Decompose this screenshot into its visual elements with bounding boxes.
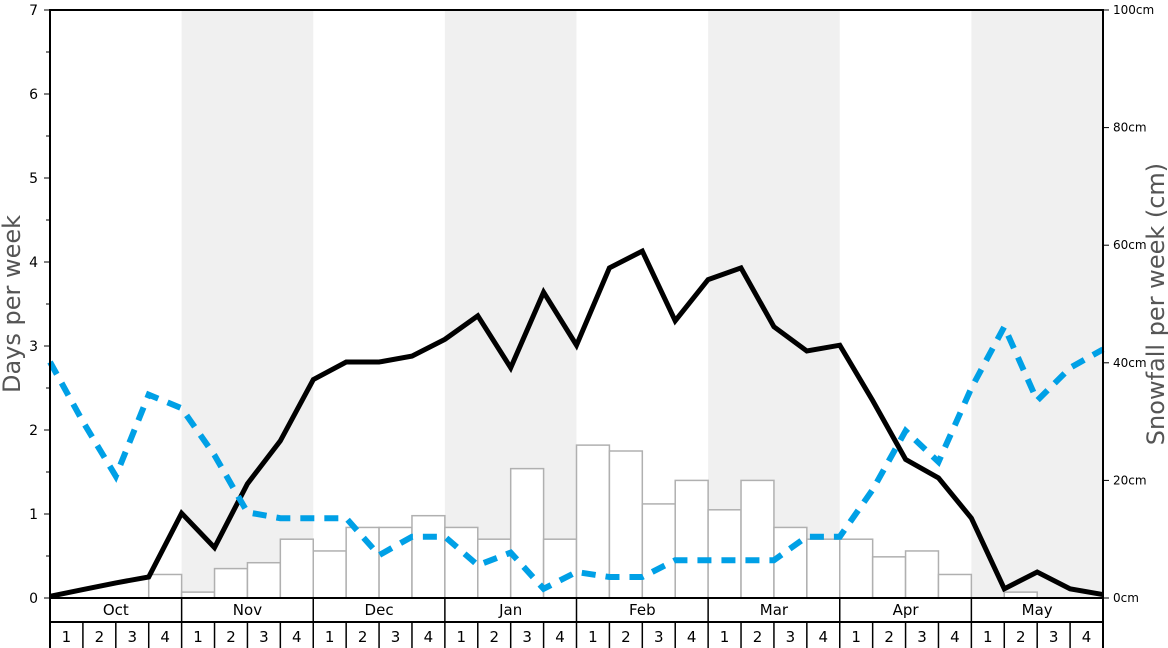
left-tick-label: 0 [29,591,38,607]
snowfall-bar [806,538,841,599]
left-tick-label: 3 [29,339,38,355]
week-label: 3 [391,628,401,646]
week-label: 2 [95,628,105,646]
snowfall-bar [477,538,512,599]
snowfall-bar [740,479,775,599]
month-band-may [971,10,1103,598]
right-tick-label: 20cm [1113,473,1147,487]
left-tick-label: 4 [29,255,38,271]
week-label: 3 [917,628,927,646]
week-label: 1 [720,628,730,646]
week-label: 1 [193,628,203,646]
snowfall-bar [871,556,907,599]
snowfall-bar [312,550,347,599]
week-label: 3 [522,628,532,646]
snowfall-bar [246,561,282,599]
snowfall-bar [345,526,380,599]
week-label: 3 [654,628,664,646]
snowfall-bar [707,509,742,599]
week-label: 4 [160,628,170,646]
week-label: 1 [851,628,861,646]
month-label-may: May [1022,601,1053,619]
week-label: 2 [753,628,763,646]
month-label-dec: Dec [365,601,394,619]
snowfall-bar [213,567,249,599]
month-label-apr: Apr [893,601,920,619]
snowfall-bar [509,467,545,599]
snowfall-bar [773,526,808,599]
week-label: 3 [259,628,269,646]
week-label: 2 [884,628,894,646]
left-tick-label: 2 [29,423,38,439]
week-label: 3 [786,628,796,646]
right-tick-label: 60cm [1113,238,1147,252]
left-tick-label: 5 [29,171,38,187]
right-tick-label: 0cm [1113,591,1139,605]
month-label-feb: Feb [629,601,656,619]
week-label: 2 [1016,628,1026,646]
snowfall-bar [839,538,874,599]
right-tick-label: 40cm [1113,356,1147,370]
week-label: 4 [292,628,302,646]
snowfall-bar [641,503,676,599]
week-label: 4 [424,628,434,646]
week-label: 2 [358,628,368,646]
snowfall-bar [674,479,709,599]
snowfall-bar [937,573,973,599]
month-band-nov [181,10,314,598]
snowfall-bar [279,538,314,599]
month-label-oct: Oct [103,601,129,619]
week-label: 1 [62,628,72,646]
week-label: 1 [983,628,993,646]
right-tick-label: 80cm [1113,121,1147,135]
week-label: 1 [588,628,598,646]
week-label: 2 [226,628,236,646]
month-label-jan: Jan [498,601,522,619]
snowfall-bar [608,450,644,599]
left-tick-label: 6 [29,87,38,103]
week-label: 4 [555,628,565,646]
week-label: 1 [325,628,335,646]
y-axis-right-label: Snowfall per week (cm) [1142,163,1168,445]
right-tick-label: 100cm [1113,3,1154,17]
week-label: 3 [127,628,137,646]
week-label: 4 [819,628,829,646]
left-tick-label: 7 [29,3,38,19]
left-tick-label: 1 [29,507,38,523]
solid-series-line [49,247,1104,599]
week-label: 4 [950,628,960,646]
snowfall-bar [542,538,578,599]
snowfall-bar [411,514,446,599]
week-label: 2 [489,628,499,646]
snowfall-bar [147,573,183,599]
month-label-nov: Nov [233,601,262,619]
month-label-mar: Mar [760,601,789,619]
week-label: 2 [621,628,631,646]
week-label: 3 [1049,628,1059,646]
y-axis-left-label: Days per week [0,215,26,393]
week-label: 4 [687,628,697,646]
week-label: 1 [457,628,467,646]
week-label: 4 [1082,628,1092,646]
snowfall-bar [904,550,940,599]
